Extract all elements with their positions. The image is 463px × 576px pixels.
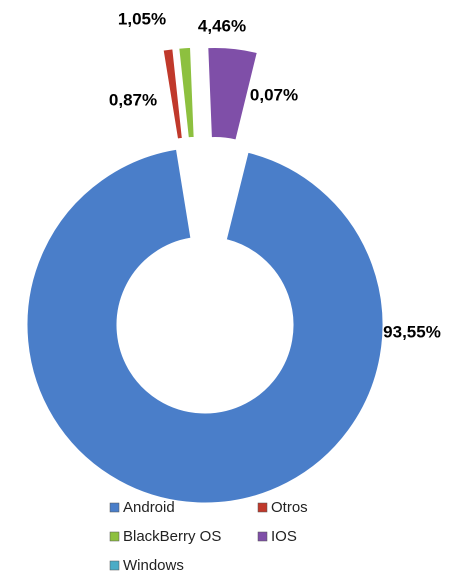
data-label: 0,87% xyxy=(109,90,157,109)
donut-slice xyxy=(162,48,183,140)
legend-label: Windows xyxy=(123,557,184,574)
donut-slice xyxy=(249,54,273,144)
data-label: 93,55% xyxy=(383,322,441,341)
data-label: 4,46% xyxy=(198,16,246,35)
legend-label: IOS xyxy=(271,528,297,545)
legend-swatch xyxy=(109,560,120,571)
legend-label: Otros xyxy=(271,499,308,516)
donut-slice xyxy=(207,47,258,141)
legend-swatch xyxy=(109,531,120,542)
data-label: 1,05% xyxy=(118,9,166,28)
legend-swatch xyxy=(257,502,268,513)
legend-label: Android xyxy=(123,499,175,516)
legend-label: BlackBerry OS xyxy=(123,528,221,545)
legend-swatch xyxy=(109,502,120,513)
donut-slice xyxy=(178,46,195,139)
legend-swatch xyxy=(257,531,268,542)
data-label: 0,07% xyxy=(250,85,298,104)
donut-slice xyxy=(26,148,384,504)
